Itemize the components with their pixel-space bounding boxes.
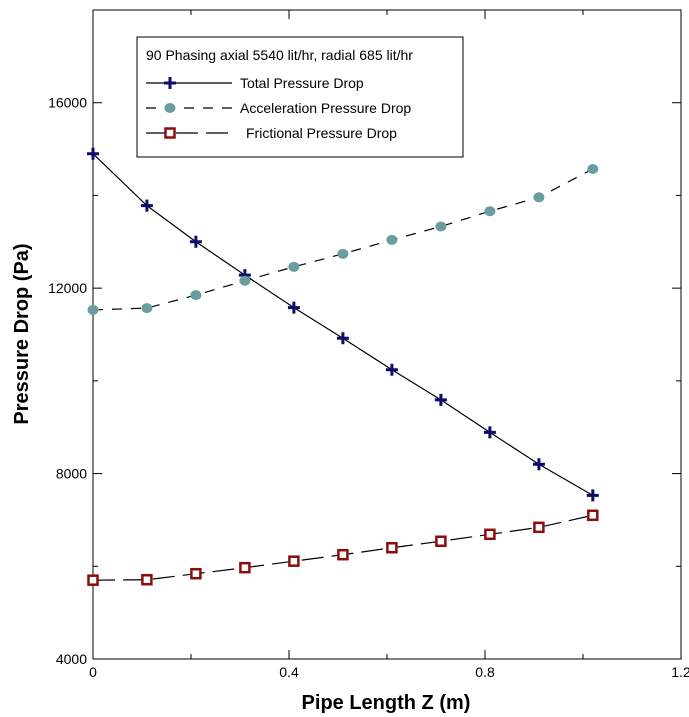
data-point: [189, 235, 202, 248]
x-tick-label: 0.4: [279, 664, 299, 680]
series-line: [92, 153, 594, 496]
legend-label: Total Pressure Drop: [240, 75, 364, 91]
data-point: [87, 574, 99, 586]
data-point: [87, 304, 99, 315]
data-point: [336, 332, 349, 345]
data-point: [337, 548, 349, 561]
data-point: [385, 363, 398, 376]
y-tick-label: 4000: [56, 651, 87, 667]
series-2: [87, 509, 599, 586]
data-point: [484, 528, 496, 541]
legend-entry: Total Pressure Drop: [146, 75, 364, 91]
data-point: [533, 521, 545, 534]
legend-box: [136, 36, 464, 158]
legend-marker: [164, 127, 176, 139]
data-point: [587, 164, 599, 175]
x-tick-label: 0: [89, 664, 97, 680]
data-point: [533, 192, 545, 203]
data-point: [140, 199, 153, 212]
legend-label: Acceleration Pressure Drop: [240, 100, 411, 116]
data-point: [435, 535, 447, 548]
data-point: [141, 573, 153, 586]
data-point: [586, 489, 599, 502]
data-point: [483, 426, 496, 439]
x-axis-title: Pipe Length Z (m): [302, 692, 471, 714]
legend-marker: [164, 77, 176, 89]
series-line: [92, 514, 593, 581]
data-point: [484, 206, 496, 217]
legend-marker: [164, 103, 176, 113]
data-point: [239, 275, 251, 286]
data-point: [288, 555, 300, 567]
series-1: [87, 164, 599, 315]
axis-ticks: 0 0.4 0.8 1.2 4000 8000 12000 16000: [48, 10, 689, 680]
x-tick-label: 1.2: [671, 664, 689, 680]
legend-entry: Frictional Pressure Drop: [146, 125, 397, 141]
data-point: [141, 303, 153, 314]
data-point: [434, 393, 447, 406]
data-point: [190, 290, 202, 301]
legend-entries: Total Pressure Drop Acceleration Pressure…: [146, 75, 411, 141]
legend-label: Frictional Pressure Drop: [246, 125, 397, 141]
data-point: [288, 261, 300, 272]
data-point: [587, 509, 599, 522]
x-tick-label: 0.8: [475, 664, 495, 680]
legend: 90 Phasing axial 5540 lit/hr, radial 685…: [136, 36, 464, 158]
data-point: [87, 147, 99, 160]
y-tick-label: 12000: [48, 280, 87, 296]
data-point: [337, 248, 349, 259]
y-tick-label: 16000: [48, 95, 87, 111]
data-point: [386, 234, 398, 245]
series-line: [92, 168, 594, 311]
series-layer: [87, 147, 599, 586]
data-point: [287, 301, 300, 314]
y-tick-label: 8000: [56, 466, 87, 482]
data-point: [532, 458, 545, 471]
y-axis-title: Pressure Drop (Pa): [11, 243, 33, 424]
data-point: [435, 221, 447, 232]
legend-entry: Acceleration Pressure Drop: [146, 100, 411, 116]
legend-header: 90 Phasing axial 5540 lit/hr, radial 685…: [146, 47, 413, 63]
series-0: [87, 147, 599, 502]
data-point: [386, 541, 398, 554]
data-point: [190, 567, 202, 580]
data-point: [239, 561, 251, 574]
